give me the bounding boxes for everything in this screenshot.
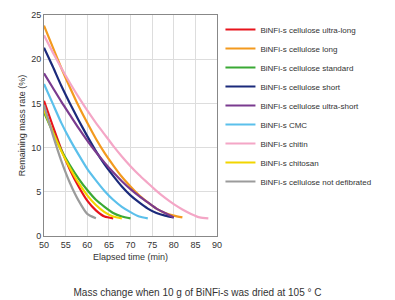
svg-text:BiNFi-s cellulose ultra-long: BiNFi-s cellulose ultra-long bbox=[260, 26, 355, 35]
svg-text:BiNFi-s cellulose short: BiNFi-s cellulose short bbox=[260, 83, 340, 92]
svg-text:20: 20 bbox=[31, 54, 41, 64]
svg-text:Elapsed time (min): Elapsed time (min) bbox=[93, 252, 168, 262]
svg-text:25: 25 bbox=[31, 10, 41, 20]
svg-text:0: 0 bbox=[36, 231, 41, 241]
svg-text:Remaining mass rate (%): Remaining mass rate (%) bbox=[17, 75, 27, 177]
svg-text:BiNFi-s chitin: BiNFi-s chitin bbox=[260, 140, 307, 149]
svg-text:50: 50 bbox=[39, 240, 49, 250]
svg-text:15: 15 bbox=[31, 99, 41, 109]
svg-text:10: 10 bbox=[31, 143, 41, 153]
svg-text:75: 75 bbox=[147, 240, 157, 250]
svg-text:BiNFi-s cellulose not defibrat: BiNFi-s cellulose not defibrated bbox=[260, 178, 371, 187]
svg-text:55: 55 bbox=[61, 240, 71, 250]
svg-text:Mass change when 10 g of BiNFi: Mass change when 10 g of BiNFi-s was dri… bbox=[73, 287, 321, 298]
svg-text:80: 80 bbox=[169, 240, 179, 250]
svg-text:90: 90 bbox=[212, 240, 222, 250]
svg-text:BiNFi-s cellulose long: BiNFi-s cellulose long bbox=[260, 45, 337, 54]
svg-text:85: 85 bbox=[190, 240, 200, 250]
svg-text:65: 65 bbox=[104, 240, 114, 250]
svg-text:70: 70 bbox=[125, 240, 135, 250]
svg-text:5: 5 bbox=[36, 187, 41, 197]
svg-text:BiNFi-s cellulose standard: BiNFi-s cellulose standard bbox=[260, 64, 353, 73]
svg-text:BiNFi-s cellulose ultra-short: BiNFi-s cellulose ultra-short bbox=[260, 102, 359, 111]
svg-text:60: 60 bbox=[82, 240, 92, 250]
svg-text:BiNFi-s chitosan: BiNFi-s chitosan bbox=[260, 159, 318, 168]
svg-text:BiNFi-s CMC: BiNFi-s CMC bbox=[260, 121, 307, 130]
